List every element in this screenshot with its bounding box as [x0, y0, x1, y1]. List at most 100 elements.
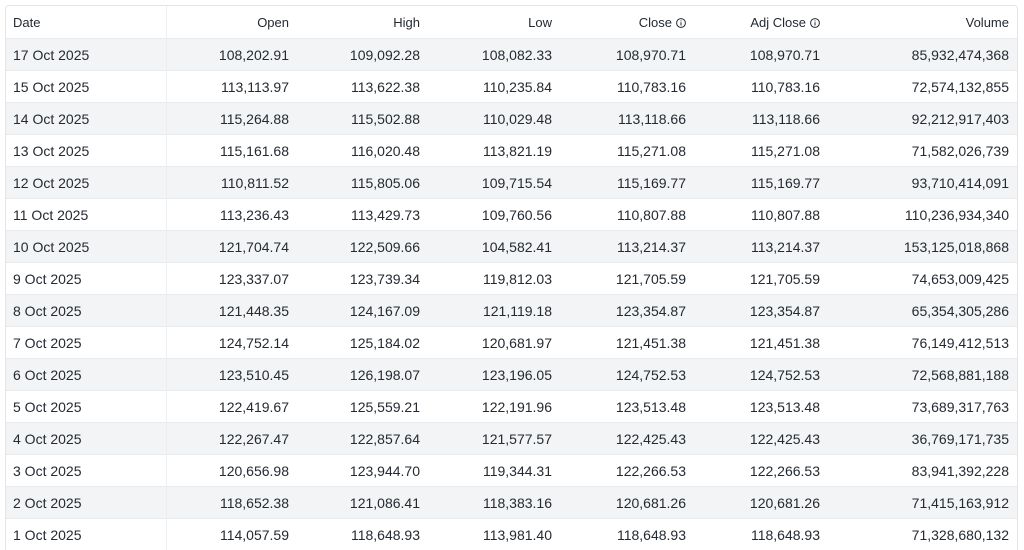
cell-date: 13 Oct 2025 — [6, 135, 166, 167]
column-header-volume[interactable]: Volume — [828, 6, 1017, 39]
cell-high: 122,857.64 — [297, 423, 428, 455]
close-info-icon[interactable] — [676, 18, 686, 28]
cell-volume: 85,932,474,368 — [828, 39, 1017, 71]
adj-close-info-icon[interactable] — [810, 18, 820, 28]
cell-close: 120,681.26 — [560, 487, 694, 519]
cell-close: 113,118.66 — [560, 103, 694, 135]
cell-adj-close: 122,425.43 — [694, 423, 828, 455]
cell-date: 5 Oct 2025 — [6, 391, 166, 423]
cell-volume: 71,328,680,132 — [828, 519, 1017, 550]
cell-low: 122,191.96 — [428, 391, 560, 423]
cell-adj-close: 110,807.88 — [694, 199, 828, 231]
cell-volume: 65,354,305,286 — [828, 295, 1017, 327]
cell-volume: 72,568,881,188 — [828, 359, 1017, 391]
cell-close: 108,970.71 — [560, 39, 694, 71]
cell-adj-close: 115,271.08 — [694, 135, 828, 167]
cell-low: 110,029.48 — [428, 103, 560, 135]
cell-volume: 76,149,412,513 — [828, 327, 1017, 359]
cell-adj-close: 124,752.53 — [694, 359, 828, 391]
cell-open: 113,113.97 — [166, 71, 297, 103]
cell-open: 118,652.38 — [166, 487, 297, 519]
cell-high: 125,559.21 — [297, 391, 428, 423]
cell-low: 109,760.56 — [428, 199, 560, 231]
column-header-open[interactable]: Open — [166, 6, 297, 39]
cell-low: 113,821.19 — [428, 135, 560, 167]
cell-close: 122,266.53 — [560, 455, 694, 487]
cell-date: 3 Oct 2025 — [6, 455, 166, 487]
cell-volume: 110,236,934,340 — [828, 199, 1017, 231]
cell-high: 123,739.34 — [297, 263, 428, 295]
cell-volume: 153,125,018,868 — [828, 231, 1017, 263]
cell-date: 11 Oct 2025 — [6, 199, 166, 231]
cell-high: 115,502.88 — [297, 103, 428, 135]
cell-high: 123,944.70 — [297, 455, 428, 487]
cell-adj-close: 123,513.48 — [694, 391, 828, 423]
cell-open: 110,811.52 — [166, 167, 297, 199]
cell-date: 4 Oct 2025 — [6, 423, 166, 455]
column-header-high-label: High — [393, 15, 420, 30]
cell-open: 120,656.98 — [166, 455, 297, 487]
cell-volume: 92,212,917,403 — [828, 103, 1017, 135]
cell-adj-close: 115,169.77 — [694, 167, 828, 199]
cell-close: 123,513.48 — [560, 391, 694, 423]
cell-volume: 83,941,392,228 — [828, 455, 1017, 487]
cell-close: 115,169.77 — [560, 167, 694, 199]
cell-high: 115,805.06 — [297, 167, 428, 199]
cell-low: 110,235.84 — [428, 71, 560, 103]
cell-high: 113,429.73 — [297, 199, 428, 231]
column-header-close-label: Close — [639, 15, 672, 30]
cell-date: 9 Oct 2025 — [6, 263, 166, 295]
cell-high: 122,509.66 — [297, 231, 428, 263]
cell-date: 7 Oct 2025 — [6, 327, 166, 359]
column-header-date[interactable]: Date — [6, 6, 166, 39]
cell-volume: 74,653,009,425 — [828, 263, 1017, 295]
cell-adj-close: 113,214.37 — [694, 231, 828, 263]
cell-low: 104,582.41 — [428, 231, 560, 263]
cell-close: 123,354.87 — [560, 295, 694, 327]
table-header: Date Open High Low Close Adj Close Volum… — [6, 6, 1017, 39]
cell-open: 122,419.67 — [166, 391, 297, 423]
cell-low: 113,981.40 — [428, 519, 560, 550]
cell-close: 118,648.93 — [560, 519, 694, 550]
cell-open: 124,752.14 — [166, 327, 297, 359]
cell-date: 15 Oct 2025 — [6, 71, 166, 103]
cell-date: 1 Oct 2025 — [6, 519, 166, 550]
cell-low: 121,577.57 — [428, 423, 560, 455]
cell-high: 126,198.07 — [297, 359, 428, 391]
cell-close: 122,425.43 — [560, 423, 694, 455]
cell-low: 120,681.97 — [428, 327, 560, 359]
cell-close: 121,705.59 — [560, 263, 694, 295]
cell-date: 12 Oct 2025 — [6, 167, 166, 199]
cell-open: 123,510.45 — [166, 359, 297, 391]
column-header-low[interactable]: Low — [428, 6, 560, 39]
cell-close: 121,451.38 — [560, 327, 694, 359]
cell-adj-close: 118,648.93 — [694, 519, 828, 550]
cell-open: 113,236.43 — [166, 199, 297, 231]
column-header-high[interactable]: High — [297, 6, 428, 39]
cell-high: 125,184.02 — [297, 327, 428, 359]
cell-open: 114,057.59 — [166, 519, 297, 550]
cell-low: 109,715.54 — [428, 167, 560, 199]
cell-adj-close: 121,705.59 — [694, 263, 828, 295]
cell-volume: 71,415,163,912 — [828, 487, 1017, 519]
column-header-close[interactable]: Close — [560, 6, 694, 39]
cell-adj-close: 122,266.53 — [694, 455, 828, 487]
cell-adj-close: 113,118.66 — [694, 103, 828, 135]
cell-volume: 93,710,414,091 — [828, 167, 1017, 199]
cell-date: 6 Oct 2025 — [6, 359, 166, 391]
cell-open: 121,704.74 — [166, 231, 297, 263]
cell-low: 119,812.03 — [428, 263, 560, 295]
cell-close: 110,783.16 — [560, 71, 694, 103]
column-header-adj-close[interactable]: Adj Close — [694, 6, 828, 39]
cell-adj-close: 108,970.71 — [694, 39, 828, 71]
cell-high: 121,086.41 — [297, 487, 428, 519]
cell-open: 122,267.47 — [166, 423, 297, 455]
